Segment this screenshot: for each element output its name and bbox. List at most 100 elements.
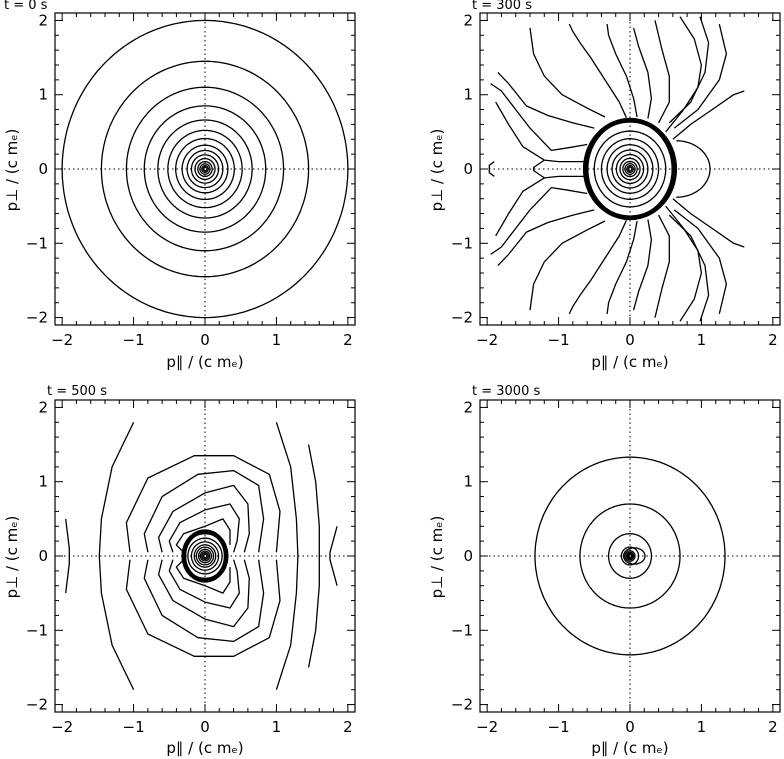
contour-line: [182, 530, 228, 582]
y-tick-label: 1: [463, 86, 473, 104]
panel-t500: t = 500 s −2 −1 0 1 2 −2 −1 0 1 2 p∥ / (c mₑ) p⊥ …: [3, 384, 356, 757]
y-tick-label: 0: [463, 160, 473, 178]
contour-line: [606, 24, 638, 118]
contour-line: [125, 455, 281, 553]
contour-line: [201, 165, 209, 173]
contour-line: [624, 163, 636, 175]
contour-line: [668, 214, 710, 322]
contour-line: [622, 160, 638, 178]
x-tick-label: 2: [343, 718, 353, 736]
y-tick-label: −2: [26, 309, 48, 327]
x-tick-label: −2: [51, 718, 73, 736]
y-tick-label: 1: [38, 473, 48, 491]
contour-line: [181, 144, 229, 194]
contour-line: [168, 503, 240, 553]
contour-line: [586, 120, 674, 218]
contour-line: [606, 220, 638, 314]
contour-line: [497, 209, 595, 267]
contour-line: [568, 23, 627, 118]
contour-line: [626, 552, 634, 560]
contour-line: [611, 149, 649, 189]
contour-line: [654, 214, 670, 318]
contour-line: [534, 456, 726, 656]
panel-t0: t = 0 s −2 −1 0 1 2 −2 −1 0 1 2 p∥ / (c mₑ) p⊥ / …: [3, 0, 356, 371]
contour-line: [201, 552, 209, 560]
contour-line: [125, 559, 281, 657]
y-tick-label: 1: [463, 473, 473, 491]
contour-line: [593, 130, 667, 208]
x-tick-label: −1: [123, 718, 145, 736]
contour-line: [143, 105, 267, 233]
y-tick-label: 2: [463, 11, 473, 29]
contour-line: [195, 546, 215, 566]
contour-line: [184, 532, 226, 580]
y-axis-label: p⊥ / (c mₑ): [3, 516, 21, 599]
x-tick-label: 1: [272, 718, 282, 736]
contour-line: [627, 553, 633, 559]
contour-line: [275, 422, 299, 690]
contour-line: [307, 444, 320, 668]
contour-line: [98, 422, 135, 690]
plot-area: −2 −1 0 1 2 −2 −1 0 1 2: [451, 11, 781, 349]
contour-line: [329, 526, 338, 586]
y-axis-label: p⊥ / (c mₑ): [428, 516, 446, 599]
y-tick-label: 0: [38, 160, 48, 178]
contour-line: [495, 175, 586, 237]
x-tick-label: −2: [476, 718, 498, 736]
y-tick-label: −2: [26, 696, 48, 714]
contour-line: [532, 159, 545, 179]
contour-line: [175, 137, 235, 201]
x-axis-label: p∥ / (c mₑ): [166, 739, 243, 757]
contour-line: [199, 163, 211, 175]
contour-line: [654, 20, 670, 124]
contour-line: [143, 469, 265, 553]
contour-line: [497, 71, 595, 129]
contour-line: [488, 161, 495, 177]
y-tick-label: −1: [451, 621, 473, 639]
contour-line: [622, 547, 646, 565]
contour-line: [632, 27, 653, 119]
contour-line: [175, 559, 231, 594]
x-tick-label: 0: [625, 331, 635, 349]
contour-line: [490, 83, 588, 152]
y-axis-label: p⊥ / (c mₑ): [428, 129, 446, 212]
x-tick-label: −2: [51, 331, 73, 349]
plot-area: −2 −1 0 1 2 −2 −1 0 1 2: [26, 398, 356, 736]
contour-line: [187, 537, 223, 575]
contour-line: [186, 149, 224, 189]
contour-line: [190, 541, 220, 571]
contour-line: [606, 144, 654, 194]
contour-line: [627, 166, 633, 172]
contour-line: [167, 129, 243, 209]
y-tick-label: 1: [38, 86, 48, 104]
x-tick-label: 1: [697, 331, 707, 349]
contour-line: [495, 101, 586, 163]
contour-line: [672, 90, 745, 140]
plot-area: −2 −1 0 1 2 −2 −1 0 1 2: [26, 11, 356, 349]
contour-line: [668, 16, 710, 124]
contour-line: [65, 518, 70, 594]
x-tick-label: 0: [200, 331, 210, 349]
contour-line: [585, 119, 675, 219]
contour-line: [582, 117, 678, 221]
contour-line: [665, 205, 703, 322]
panel-t300: t = 300 s −2 −1 0 1 2 −2 −1 0 1 2 p∥ / (c mₑ) p⊥ …: [428, 0, 781, 371]
contour-line: [615, 153, 645, 185]
x-tick-label: 0: [200, 718, 210, 736]
contour-line: [673, 23, 728, 129]
contour-line: [194, 157, 216, 181]
contour-line: [157, 119, 253, 219]
contour-line: [579, 503, 681, 609]
contour-line: [625, 551, 635, 561]
contour-line: [202, 553, 208, 559]
contour-line: [673, 209, 728, 315]
x-tick-label: −1: [548, 718, 570, 736]
plot-area: −2 −1 0 1 2 −2 −1 0 1 2: [451, 398, 781, 736]
y-axis-label: p⊥ / (c mₑ): [3, 129, 21, 212]
contour-line: [624, 550, 636, 562]
panel-title: t = 3000 s: [472, 384, 540, 399]
contour-line: [568, 220, 627, 315]
contour-line: [193, 544, 217, 568]
x-tick-label: 1: [272, 331, 282, 349]
contour-line: [665, 16, 703, 133]
